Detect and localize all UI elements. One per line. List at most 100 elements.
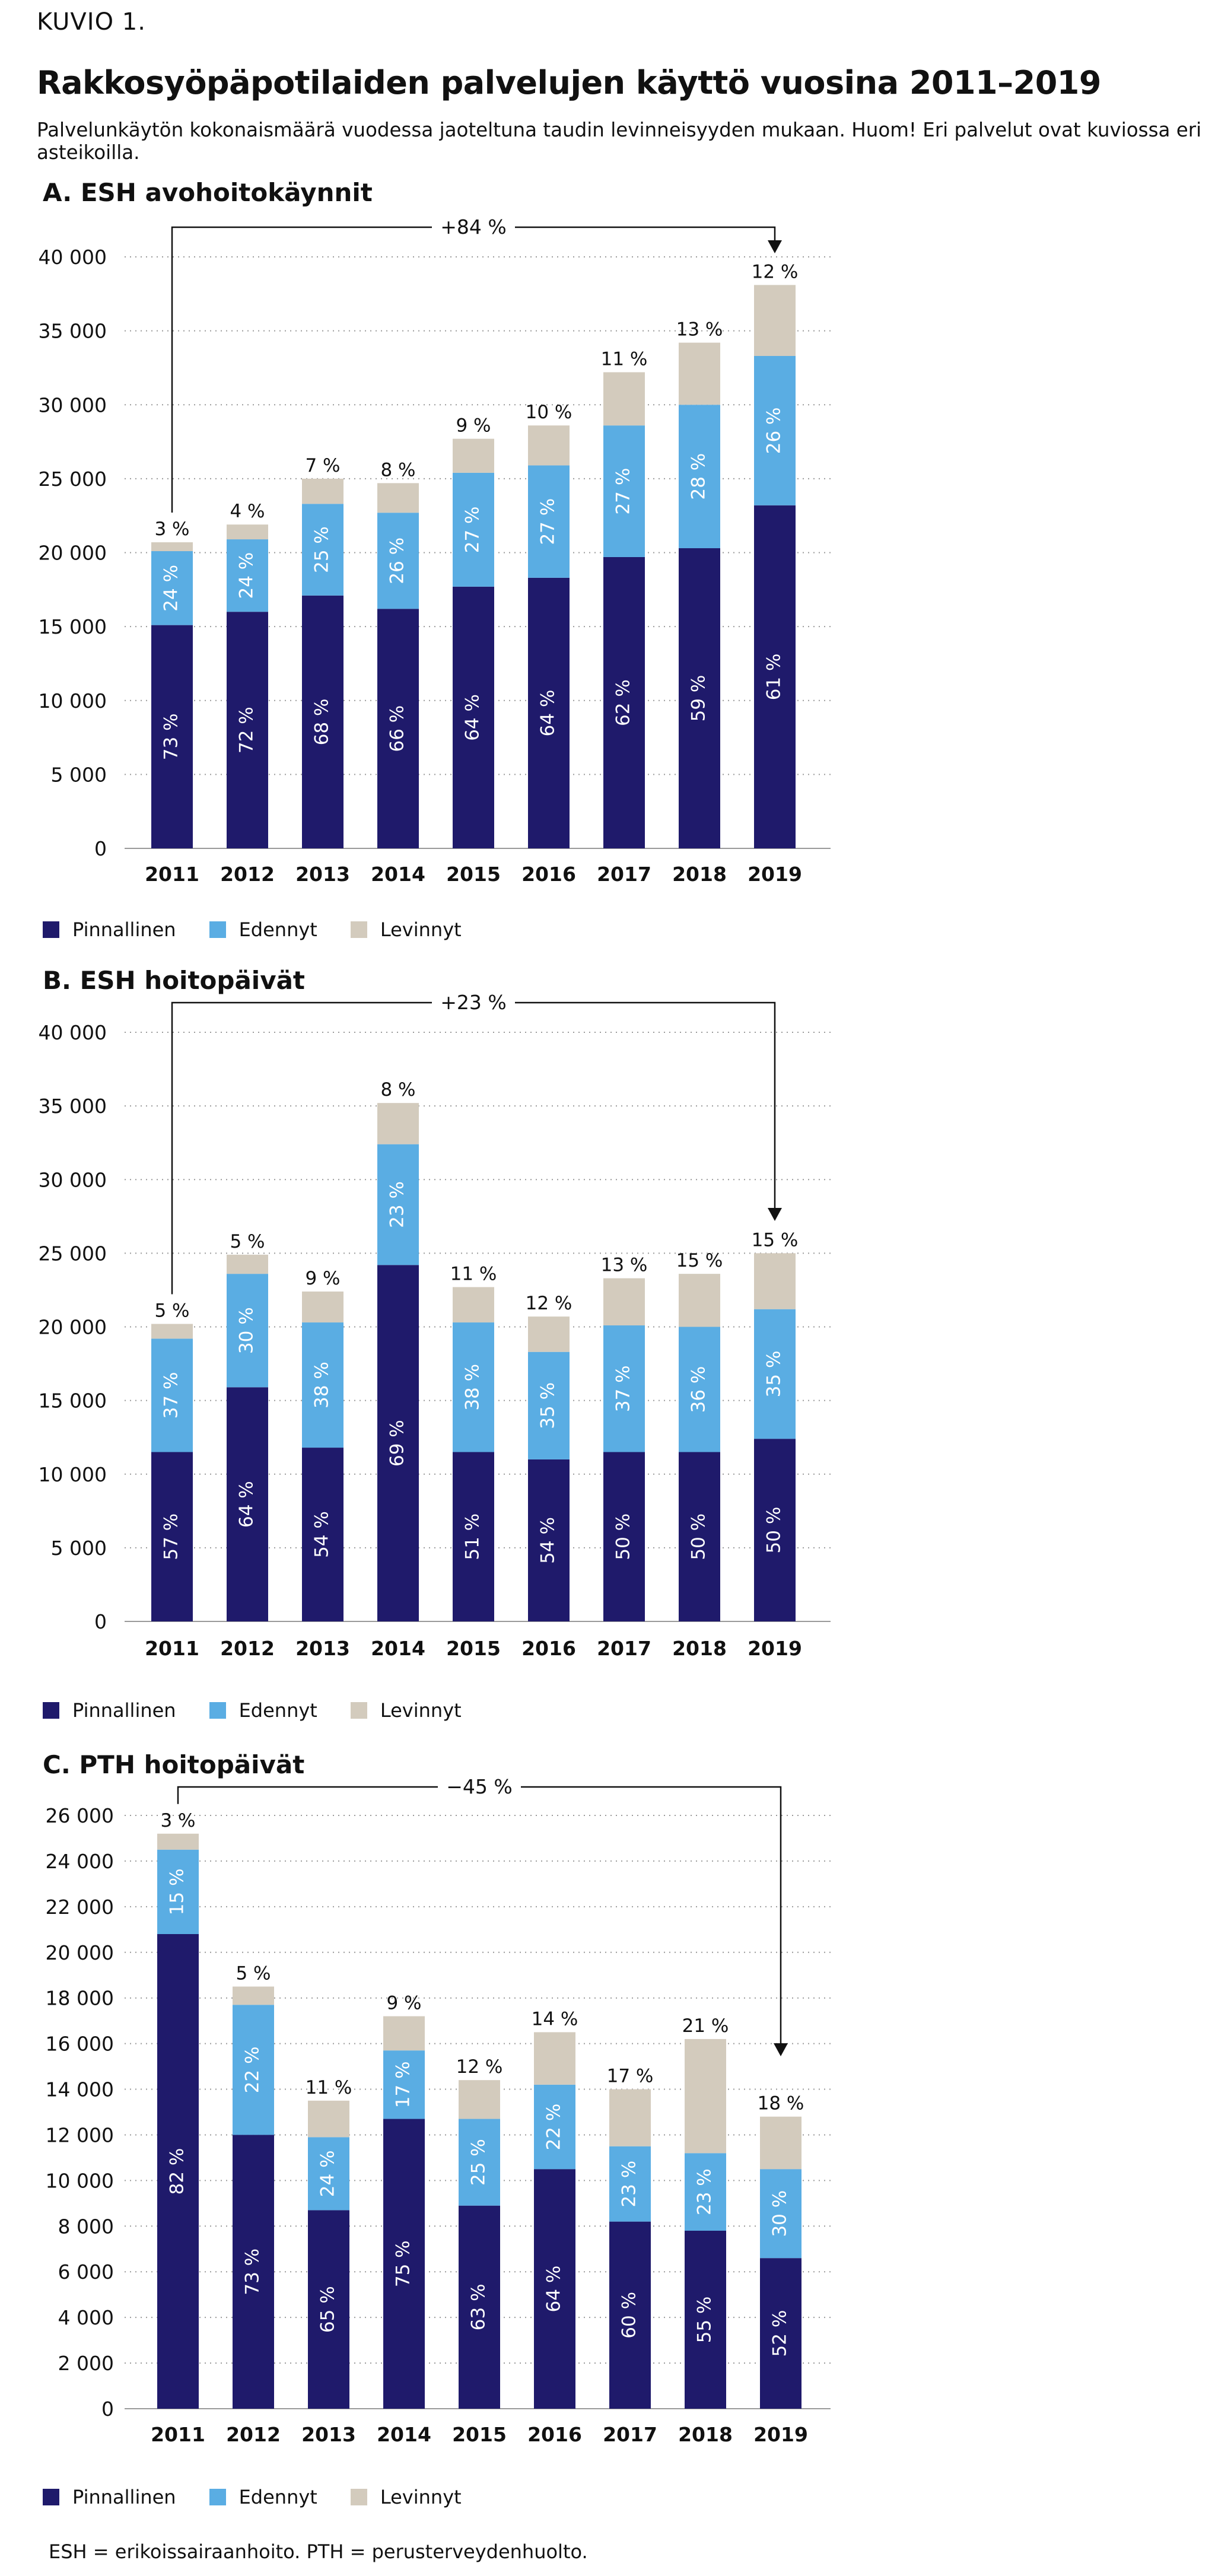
bar-percent-label: 28 % [688, 453, 710, 500]
bar-percent-label: 15 % [167, 1868, 188, 1915]
bar-segment-levinnyt [383, 2016, 425, 2051]
bar-percent-label: 64 % [236, 1481, 257, 1528]
y-tick-label: 15 000 [39, 1389, 107, 1413]
bar-segment-edennyt [453, 1322, 494, 1452]
change-label: +23 % [440, 991, 507, 1014]
bar-segment-levinnyt [453, 1287, 494, 1323]
bar-segment-edennyt [534, 2084, 575, 2170]
y-tick-label: 4 000 [58, 2306, 114, 2329]
change-label: −45 % [446, 1775, 513, 1798]
y-tick-label: 25 000 [39, 1242, 107, 1265]
x-tick-label: 2012 [220, 863, 275, 886]
legend-swatch-levinnyt [350, 1702, 367, 1719]
change-arrowhead [768, 240, 782, 253]
bar-percent-label: 66 % [387, 705, 408, 752]
bar-percent-label: 38 % [311, 1362, 333, 1408]
bar-percent-label-top: 9 % [456, 415, 491, 437]
x-tick-label: 2013 [295, 1637, 350, 1660]
bar-segment-levinnyt [302, 1291, 343, 1323]
legend-a: Pinnallinen Edennyt Levinnyt [43, 918, 495, 941]
legend-item-levinnyt: Levinnyt [350, 1699, 462, 1722]
bar-segment-levinnyt [528, 1316, 570, 1352]
change-bracket-left [177, 1786, 438, 1804]
bar-segment-pinnallinen [534, 2169, 575, 2409]
bar-percent-label: 50 % [764, 1507, 785, 1554]
bar-segment-levinnyt [302, 478, 343, 504]
y-tick-label: 5 000 [51, 1537, 107, 1560]
bar-percent-label: 54 % [537, 1517, 559, 1564]
legend-item-edennyt: Edennyt [209, 1699, 317, 1722]
bar-segment-pinnallinen [227, 612, 268, 848]
legend-label: Edennyt [238, 2486, 317, 2508]
bar-segment-levinnyt [151, 1324, 193, 1339]
x-tick-label: 2015 [446, 863, 501, 886]
bar-percent-label: 26 % [387, 538, 408, 584]
bar-percent-label: 30 % [236, 1307, 257, 1354]
bar-segment-edennyt [157, 1849, 199, 1934]
bar-segment-levinnyt [459, 2080, 500, 2119]
bar-segment-edennyt [383, 2050, 425, 2119]
bar-percent-label-top: 3 % [160, 1810, 195, 1831]
bar-percent-label-top: 5 % [230, 1231, 265, 1252]
change-bracket-right [515, 1001, 776, 1209]
x-tick-label: 2011 [151, 2423, 205, 2446]
bar-segment-edennyt [754, 1309, 796, 1439]
y-tick-label: 8 000 [58, 2215, 114, 2238]
legend-swatch-edennyt [209, 1702, 226, 1719]
bar-percent-label: 63 % [468, 2284, 489, 2330]
y-tick-label: 35 000 [39, 320, 107, 343]
bar-segment-levinnyt [679, 1274, 720, 1327]
bar-segment-pinnallinen [528, 1459, 570, 1621]
bar-percent-label: 24 % [161, 565, 182, 612]
bar-percent-label: 23 % [694, 2168, 715, 2215]
x-tick-label: 2011 [145, 863, 199, 886]
bar-percent-label: 57 % [161, 1513, 182, 1560]
x-tick-label: 2013 [295, 863, 350, 886]
bar-percent-label: 37 % [613, 1365, 634, 1412]
bar-segment-levinnyt [227, 524, 268, 540]
legend-item-pinnallinen: Pinnallinen [43, 2486, 176, 2508]
bar-segment-levinnyt [609, 2089, 651, 2146]
bar-segment-edennyt [679, 405, 720, 549]
y-tick-label: 26 000 [46, 1804, 114, 1827]
chart-title-c: C. PTH hoitopäivät [43, 1750, 305, 1779]
y-tick-label: 22 000 [46, 1896, 114, 1919]
legend-swatch-edennyt [209, 2489, 226, 2505]
figure-label: KUVIO 1. [37, 8, 146, 36]
bar-percent-label-top: 21 % [682, 2015, 729, 2037]
bar-segment-levinnyt [453, 438, 494, 473]
bar-segment-pinnallinen [151, 1452, 193, 1621]
bar-percent-label: 22 % [242, 2046, 263, 2093]
x-tick-label: 2012 [226, 2423, 281, 2446]
bar-percent-label: 64 % [537, 690, 559, 737]
bar-segment-pinnallinen [754, 1439, 796, 1621]
legend-item-pinnallinen: Pinnallinen [43, 918, 176, 941]
bar-percent-label: 50 % [688, 1513, 710, 1560]
bar-percent-label: 38 % [462, 1364, 484, 1411]
change-label: +84 % [440, 215, 507, 238]
bar-percent-label-top: 15 % [676, 1250, 723, 1271]
y-tick-label: 20 000 [46, 1941, 114, 1964]
x-tick-label: 2019 [753, 2423, 808, 2446]
bar-percent-label: 50 % [613, 1513, 634, 1560]
bar-percent-label: 82 % [167, 2148, 188, 2195]
legend-swatch-edennyt [209, 921, 226, 938]
bar-segment-levinnyt [754, 1253, 796, 1309]
bar-percent-label: 24 % [317, 2150, 339, 2197]
bar-percent-label-top: 9 % [386, 1992, 421, 2014]
bar-percent-label: 22 % [543, 2104, 565, 2151]
y-tick-label: 6 000 [58, 2260, 114, 2284]
bar-percent-label: 62 % [613, 679, 634, 726]
bar-percent-label: 25 % [311, 526, 333, 573]
bar-segment-pinnallinen [453, 586, 494, 848]
bar-segment-levinnyt [377, 1103, 419, 1144]
bar-segment-levinnyt [534, 2032, 575, 2085]
bar-percent-label: 55 % [694, 2297, 715, 2343]
bar-percent-label: 64 % [462, 694, 484, 741]
bar-percent-label: 65 % [317, 2286, 339, 2333]
bar-segment-pinnallinen [609, 2221, 651, 2409]
x-tick-label: 2013 [301, 2423, 356, 2446]
legend-swatch-pinnallinen [43, 2489, 59, 2505]
bar-segment-levinnyt [151, 542, 193, 552]
y-tick-label: 20 000 [39, 542, 107, 565]
